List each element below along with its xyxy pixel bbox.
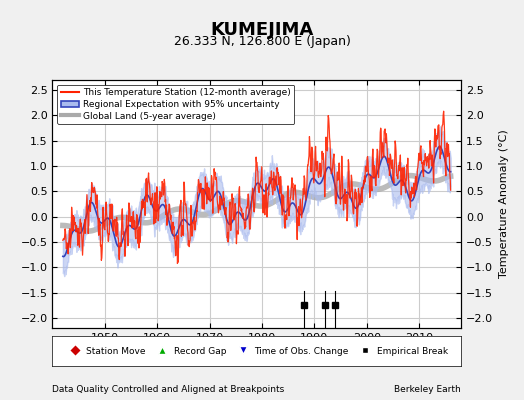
Text: Data Quality Controlled and Aligned at Breakpoints: Data Quality Controlled and Aligned at B… bbox=[52, 386, 285, 394]
Legend: Station Move, Record Gap, Time of Obs. Change, Empirical Break: Station Move, Record Gap, Time of Obs. C… bbox=[62, 343, 452, 359]
Y-axis label: Temperature Anomaly (°C): Temperature Anomaly (°C) bbox=[499, 130, 509, 278]
Legend: This Temperature Station (12-month average), Regional Expectation with 95% uncer: This Temperature Station (12-month avera… bbox=[57, 84, 294, 124]
Text: Berkeley Earth: Berkeley Earth bbox=[395, 386, 461, 394]
Text: 26.333 N, 126.800 E (Japan): 26.333 N, 126.800 E (Japan) bbox=[173, 36, 351, 48]
Text: KUMEJIMA: KUMEJIMA bbox=[210, 21, 314, 39]
